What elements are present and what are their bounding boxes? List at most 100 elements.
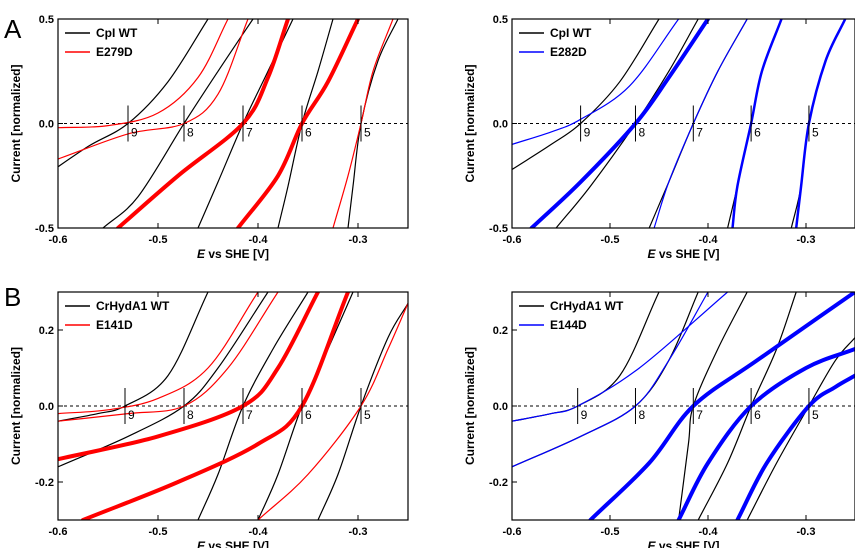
y-axis-label: Current [normalized] bbox=[9, 347, 23, 465]
x-tick-label: -0.6 bbox=[503, 234, 522, 246]
x-tick-label: -0.4 bbox=[249, 526, 269, 538]
ph-marker-label: 5 bbox=[364, 126, 371, 140]
x-axis-label-text: vs SHE [V] bbox=[655, 247, 719, 261]
y-tick-label: 0.0 bbox=[493, 401, 508, 413]
ph-marker-label: 8 bbox=[638, 408, 645, 422]
panel-letter-b: B bbox=[4, 282, 22, 312]
legend: CpI WT E282D bbox=[519, 26, 592, 59]
curve-group bbox=[58, 292, 408, 520]
ph-marker-label: 9 bbox=[584, 126, 591, 140]
ph-marker-label: 8 bbox=[187, 126, 194, 140]
x-axis-label: E vs SHE [V] bbox=[647, 247, 719, 261]
x-tick-label: -0.5 bbox=[149, 526, 168, 538]
x-axis-label-italic: E bbox=[197, 247, 206, 261]
chart-panel-3: 9 8 7 6 5 -0.6 -0.5 -0.4 -0.3 -0.2 0.0 0.2 E vs SHE … bbox=[9, 291, 409, 548]
legend-label: E141D bbox=[96, 318, 133, 332]
x-tick-label: -0.3 bbox=[349, 526, 368, 538]
x-axis-label-italic: E bbox=[197, 539, 206, 548]
ph-marker-label: 7 bbox=[246, 126, 253, 140]
chart-panel-2: 9 8 7 6 5-0.6 -0.5 -0.4 -0.3-0.50.00.5E vs SHE … bbox=[463, 14, 855, 261]
x-tick-label: -0.6 bbox=[503, 526, 522, 538]
x-tick-label: -0.5 bbox=[601, 526, 620, 538]
x-tick-label: -0.4 bbox=[249, 234, 269, 246]
x-axis-label-italic: E bbox=[647, 247, 656, 261]
chart-panel-1: 9 8 7 6 5-0.6 -0.5 -0.4 -0.3-0.50.00.5E vs SHE … bbox=[9, 14, 409, 261]
ph-marker-label: 5 bbox=[364, 408, 371, 422]
x-tick-label: -0.3 bbox=[349, 234, 368, 246]
y-tick-label: 0.0 bbox=[493, 119, 508, 131]
y-tick-label: -0.2 bbox=[35, 477, 54, 489]
x-axis-label-italic: E bbox=[647, 539, 656, 548]
legend-label: CpI WT bbox=[96, 26, 138, 40]
ph-marker-label: 6 bbox=[305, 408, 312, 422]
legend: CrHydA1 WT E141D bbox=[65, 299, 170, 332]
series-line-9 bbox=[676, 347, 855, 520]
ph-marker-label: 7 bbox=[696, 126, 703, 140]
ph-marker-label: 6 bbox=[754, 126, 761, 140]
legend-label: CrHydA1 WT bbox=[96, 299, 170, 313]
ph-marker-label: 9 bbox=[131, 126, 138, 140]
ph-marker-label: 7 bbox=[696, 408, 703, 422]
legend-label: E144D bbox=[550, 318, 587, 332]
series-line-7 bbox=[58, 19, 249, 160]
y-tick-label: 0.2 bbox=[39, 325, 54, 337]
y-tick-label: -0.5 bbox=[489, 223, 508, 235]
series-line-9 bbox=[731, 19, 783, 228]
ph-marker-label: 9 bbox=[581, 408, 588, 422]
series-line-2 bbox=[512, 292, 699, 468]
series-line-6 bbox=[512, 19, 680, 145]
chart-panel-4: 9 8 7 6 5 -0.6 -0.5 -0.4 -0.3 -0.2 0.0 0.2 E vs SHE … bbox=[463, 291, 855, 548]
series-line-6 bbox=[58, 292, 259, 415]
y-axis-label: Current [normalized] bbox=[9, 64, 23, 182]
x-tick-label: -0.4 bbox=[699, 234, 719, 246]
y-axis-label: Current [normalized] bbox=[463, 347, 477, 465]
series-line-7 bbox=[512, 292, 709, 468]
y-tick-label: 0.5 bbox=[39, 14, 54, 26]
ph-marker-label: 8 bbox=[638, 126, 645, 140]
legend: CrHydA1 WT E144D bbox=[519, 299, 624, 332]
x-axis-label-text: vs SHE [V] bbox=[655, 539, 719, 548]
legend-label: E282D bbox=[550, 45, 587, 59]
series-line-5 bbox=[746, 337, 855, 520]
x-tick-label: -0.5 bbox=[149, 234, 168, 246]
series-line-1 bbox=[512, 19, 660, 171]
series-line-9 bbox=[81, 292, 350, 520]
ph-marker-label: 5 bbox=[812, 408, 819, 422]
x-tick-label: -0.3 bbox=[797, 526, 816, 538]
x-axis-label: E vs SHE [V] bbox=[647, 539, 719, 548]
y-tick-label: -0.5 bbox=[35, 223, 54, 235]
legend-label: E279D bbox=[96, 45, 133, 59]
series-line-1 bbox=[58, 19, 209, 168]
ph-marker-label: 7 bbox=[246, 408, 253, 422]
x-tick-label: -0.6 bbox=[49, 526, 68, 538]
ph-marker-label: 8 bbox=[187, 408, 194, 422]
series-line-6 bbox=[58, 19, 229, 129]
y-tick-label: 0.0 bbox=[39, 401, 54, 413]
x-axis-label: E vs SHE [V] bbox=[197, 247, 269, 261]
y-tick-label: 0.2 bbox=[493, 325, 508, 337]
ph-marker-label: 6 bbox=[754, 408, 761, 422]
x-axis-label: E vs SHE [V] bbox=[197, 539, 269, 548]
x-axis-label-text: vs SHE [V] bbox=[205, 539, 269, 548]
y-axis-label: Current [normalized] bbox=[463, 64, 477, 182]
legend-label: CpI WT bbox=[550, 26, 592, 40]
y-tick-label: 0.5 bbox=[493, 14, 508, 26]
y-tick-label: -0.2 bbox=[489, 477, 508, 489]
x-tick-label: -0.4 bbox=[699, 526, 719, 538]
ph-marker-label: 6 bbox=[305, 126, 312, 140]
series-line-2 bbox=[58, 292, 269, 468]
ph-marker-label: 5 bbox=[812, 126, 819, 140]
legend: CpI WT E279D bbox=[65, 26, 138, 59]
series-line-6 bbox=[512, 292, 729, 422]
ph-marker-label: 9 bbox=[128, 408, 135, 422]
x-tick-label: -0.5 bbox=[601, 234, 620, 246]
x-axis-label-text: vs SHE [V] bbox=[205, 247, 269, 261]
panel-letter-a: A bbox=[4, 14, 22, 44]
legend-label: CrHydA1 WT bbox=[550, 299, 624, 313]
x-tick-label: -0.3 bbox=[797, 234, 816, 246]
series-line-8 bbox=[116, 19, 290, 228]
y-tick-label: 0.0 bbox=[39, 119, 54, 131]
x-tick-label: -0.6 bbox=[49, 234, 68, 246]
series-line-8 bbox=[58, 292, 320, 462]
